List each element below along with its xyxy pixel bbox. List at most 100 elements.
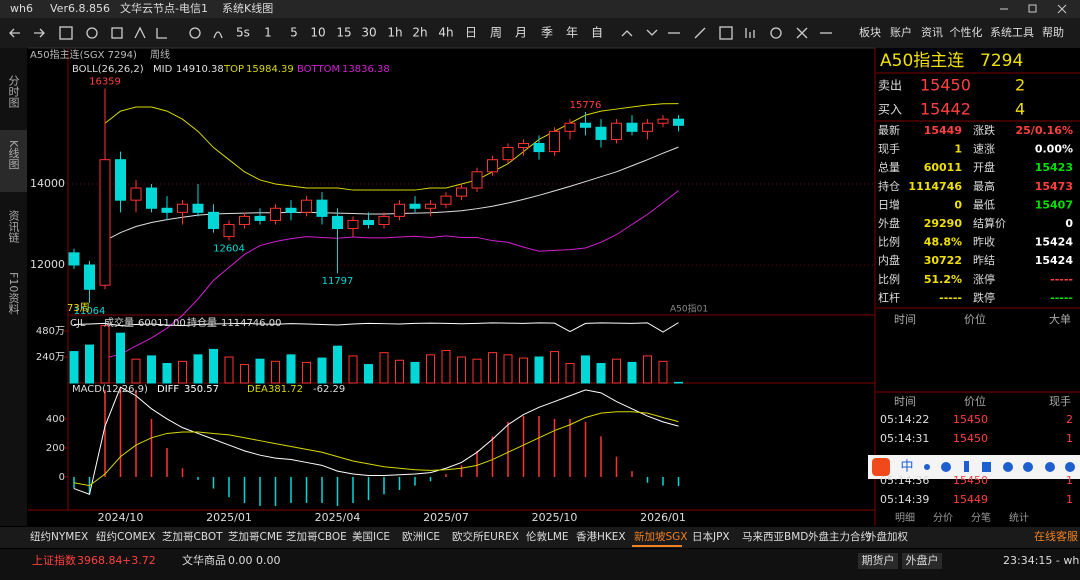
exchange-tab[interactable]: 纽约NYMEX: [30, 530, 88, 543]
exchange-tab[interactable]: 外盘主力合约: [808, 530, 871, 543]
candle-body: [456, 187, 467, 197]
app-version: Ver6.8.856: [50, 2, 110, 15]
ime-mode[interactable]: 中: [900, 460, 913, 475]
quote-label: 卖出: [878, 79, 902, 93]
detail-tab[interactable]: 分价: [933, 512, 953, 524]
quote-value: 15424: [1035, 236, 1074, 249]
period-button[interactable]: 1h: [387, 26, 402, 40]
extreme-label: 11797: [322, 276, 354, 287]
period-button[interactable]: 10: [310, 26, 325, 40]
quote-label: 涨跌: [973, 123, 995, 137]
trade-header: 现手: [1049, 394, 1071, 408]
sidebar-tab[interactable]: 资讯链: [7, 210, 20, 243]
detail-tab[interactable]: 分笔: [971, 511, 991, 524]
window-controls[interactable]: [1000, 4, 1067, 14]
quote-value: 0.00%: [1035, 143, 1073, 156]
y-tick-label: 12000: [30, 258, 65, 271]
menu-item[interactable]: 资讯: [921, 26, 943, 39]
chart-subtitle: 周线: [150, 48, 170, 61]
period-button[interactable]: 2h: [412, 26, 427, 40]
legend-value: 60011.00: [138, 318, 186, 329]
sidebar-tab[interactable]: F10资料: [7, 272, 20, 315]
quote-title: A50指主连: [880, 51, 964, 71]
extreme-label: 11064: [74, 306, 106, 317]
x-tick-label: 2026/01: [640, 511, 686, 524]
volume-bar: [674, 381, 683, 384]
period-button[interactable]: 季: [541, 26, 553, 40]
candle-body: [657, 118, 669, 124]
period-button[interactable]: 自: [591, 26, 603, 40]
menu-item[interactable]: 个性化: [950, 25, 983, 39]
sidebar-tab[interactable]: 分时图: [7, 75, 20, 109]
exchange-tab[interactable]: 芝加哥CBOT: [162, 530, 223, 543]
ime-icons[interactable]: [924, 461, 1075, 472]
account-button[interactable]: [858, 553, 898, 569]
candle-body: [84, 264, 95, 290]
candle-body: [673, 118, 684, 126]
exchange-tab[interactable]: 香港HKEX: [576, 531, 626, 543]
exchange-tab[interactable]: 欧洲ICE: [402, 531, 440, 543]
quote-value: 30722: [924, 254, 962, 267]
candle-body: [99, 159, 111, 286]
candle-body: [332, 215, 343, 230]
trade-size: 1: [1066, 474, 1073, 487]
commodity-value: 0.00: [228, 554, 253, 567]
period-button[interactable]: 日: [465, 26, 477, 40]
menu-item[interactable]: 板块: [859, 25, 881, 39]
exchange-tab[interactable]: 纽约COMEX: [96, 530, 155, 543]
quote-label: 开盘: [973, 160, 995, 174]
period-button[interactable]: 5: [290, 26, 298, 40]
y-tick-label: 400: [46, 414, 65, 425]
trade-time: 05:14:39: [880, 493, 929, 506]
exchange-tab[interactable]: 伦敦LME: [526, 530, 569, 543]
volume-bar: [643, 355, 652, 384]
volume-bar: [240, 364, 249, 384]
period-button[interactable]: 15: [336, 26, 351, 40]
quote-value: 48.8%: [924, 236, 962, 249]
menu-item[interactable]: 账户: [890, 25, 912, 39]
exchange-tab[interactable]: 欧交所EUREX: [452, 530, 519, 543]
indicator-name: CJL: [70, 318, 86, 329]
exchange-tab[interactable]: 日本JPX: [692, 530, 730, 543]
title-bar: [0, 0, 1080, 18]
period-button[interactable]: 周: [490, 26, 502, 40]
period-button[interactable]: 月: [515, 26, 527, 40]
quote-value: 1114746: [908, 180, 962, 193]
account-button[interactable]: [902, 553, 942, 569]
period-button[interactable]: 1: [264, 26, 272, 40]
period-button[interactable]: 4h: [438, 26, 453, 40]
period-button[interactable]: 30: [361, 26, 376, 40]
candle-body: [208, 211, 219, 230]
detail-tab[interactable]: 明细: [895, 511, 915, 524]
exchange-tab[interactable]: 美国ICE: [352, 530, 390, 543]
quote-value: 60011: [924, 161, 962, 174]
page-tab[interactable]: 系统K线图: [222, 1, 273, 15]
sidebar-tab[interactable]: K线图: [7, 140, 20, 170]
menu-item[interactable]: 系统工具: [990, 26, 1034, 39]
account-label[interactable]: 外盘户: [906, 553, 939, 567]
online-service[interactable]: 在线客服: [1034, 529, 1078, 543]
commodity-change: 0.00: [256, 554, 281, 567]
exchange-tab[interactable]: 外盘加权: [866, 530, 908, 543]
ime-toolbar[interactable]: [868, 455, 1080, 479]
candle-body: [254, 215, 266, 221]
period-button[interactable]: 5s: [236, 26, 250, 40]
candle-body: [533, 142, 545, 153]
toolbar-icons[interactable]: [9, 26, 832, 40]
y-tick-label: 14000: [30, 177, 65, 190]
candle-body: [471, 171, 483, 189]
detail-tab[interactable]: 统计: [1009, 511, 1029, 524]
exchange-tab[interactable]: 新加坡SGX: [634, 530, 688, 543]
legend-value: 14910.38: [176, 64, 224, 75]
exchange-tab[interactable]: 马来西亚BMD: [742, 531, 808, 543]
y-tick-label: 200: [46, 443, 65, 454]
period-button[interactable]: 年: [566, 26, 578, 40]
account-label[interactable]: 期货户: [862, 553, 895, 567]
extreme-label: 16359: [89, 76, 121, 87]
ime-logo[interactable]: [872, 458, 890, 476]
exchange-tab[interactable]: 芝加哥CME: [228, 530, 283, 543]
quote-label: 持仓: [878, 179, 900, 193]
exchange-tab[interactable]: 芝加哥CBOE: [286, 530, 347, 543]
volume-bar: [255, 358, 265, 384]
menu-item[interactable]: 帮助: [1042, 25, 1064, 39]
